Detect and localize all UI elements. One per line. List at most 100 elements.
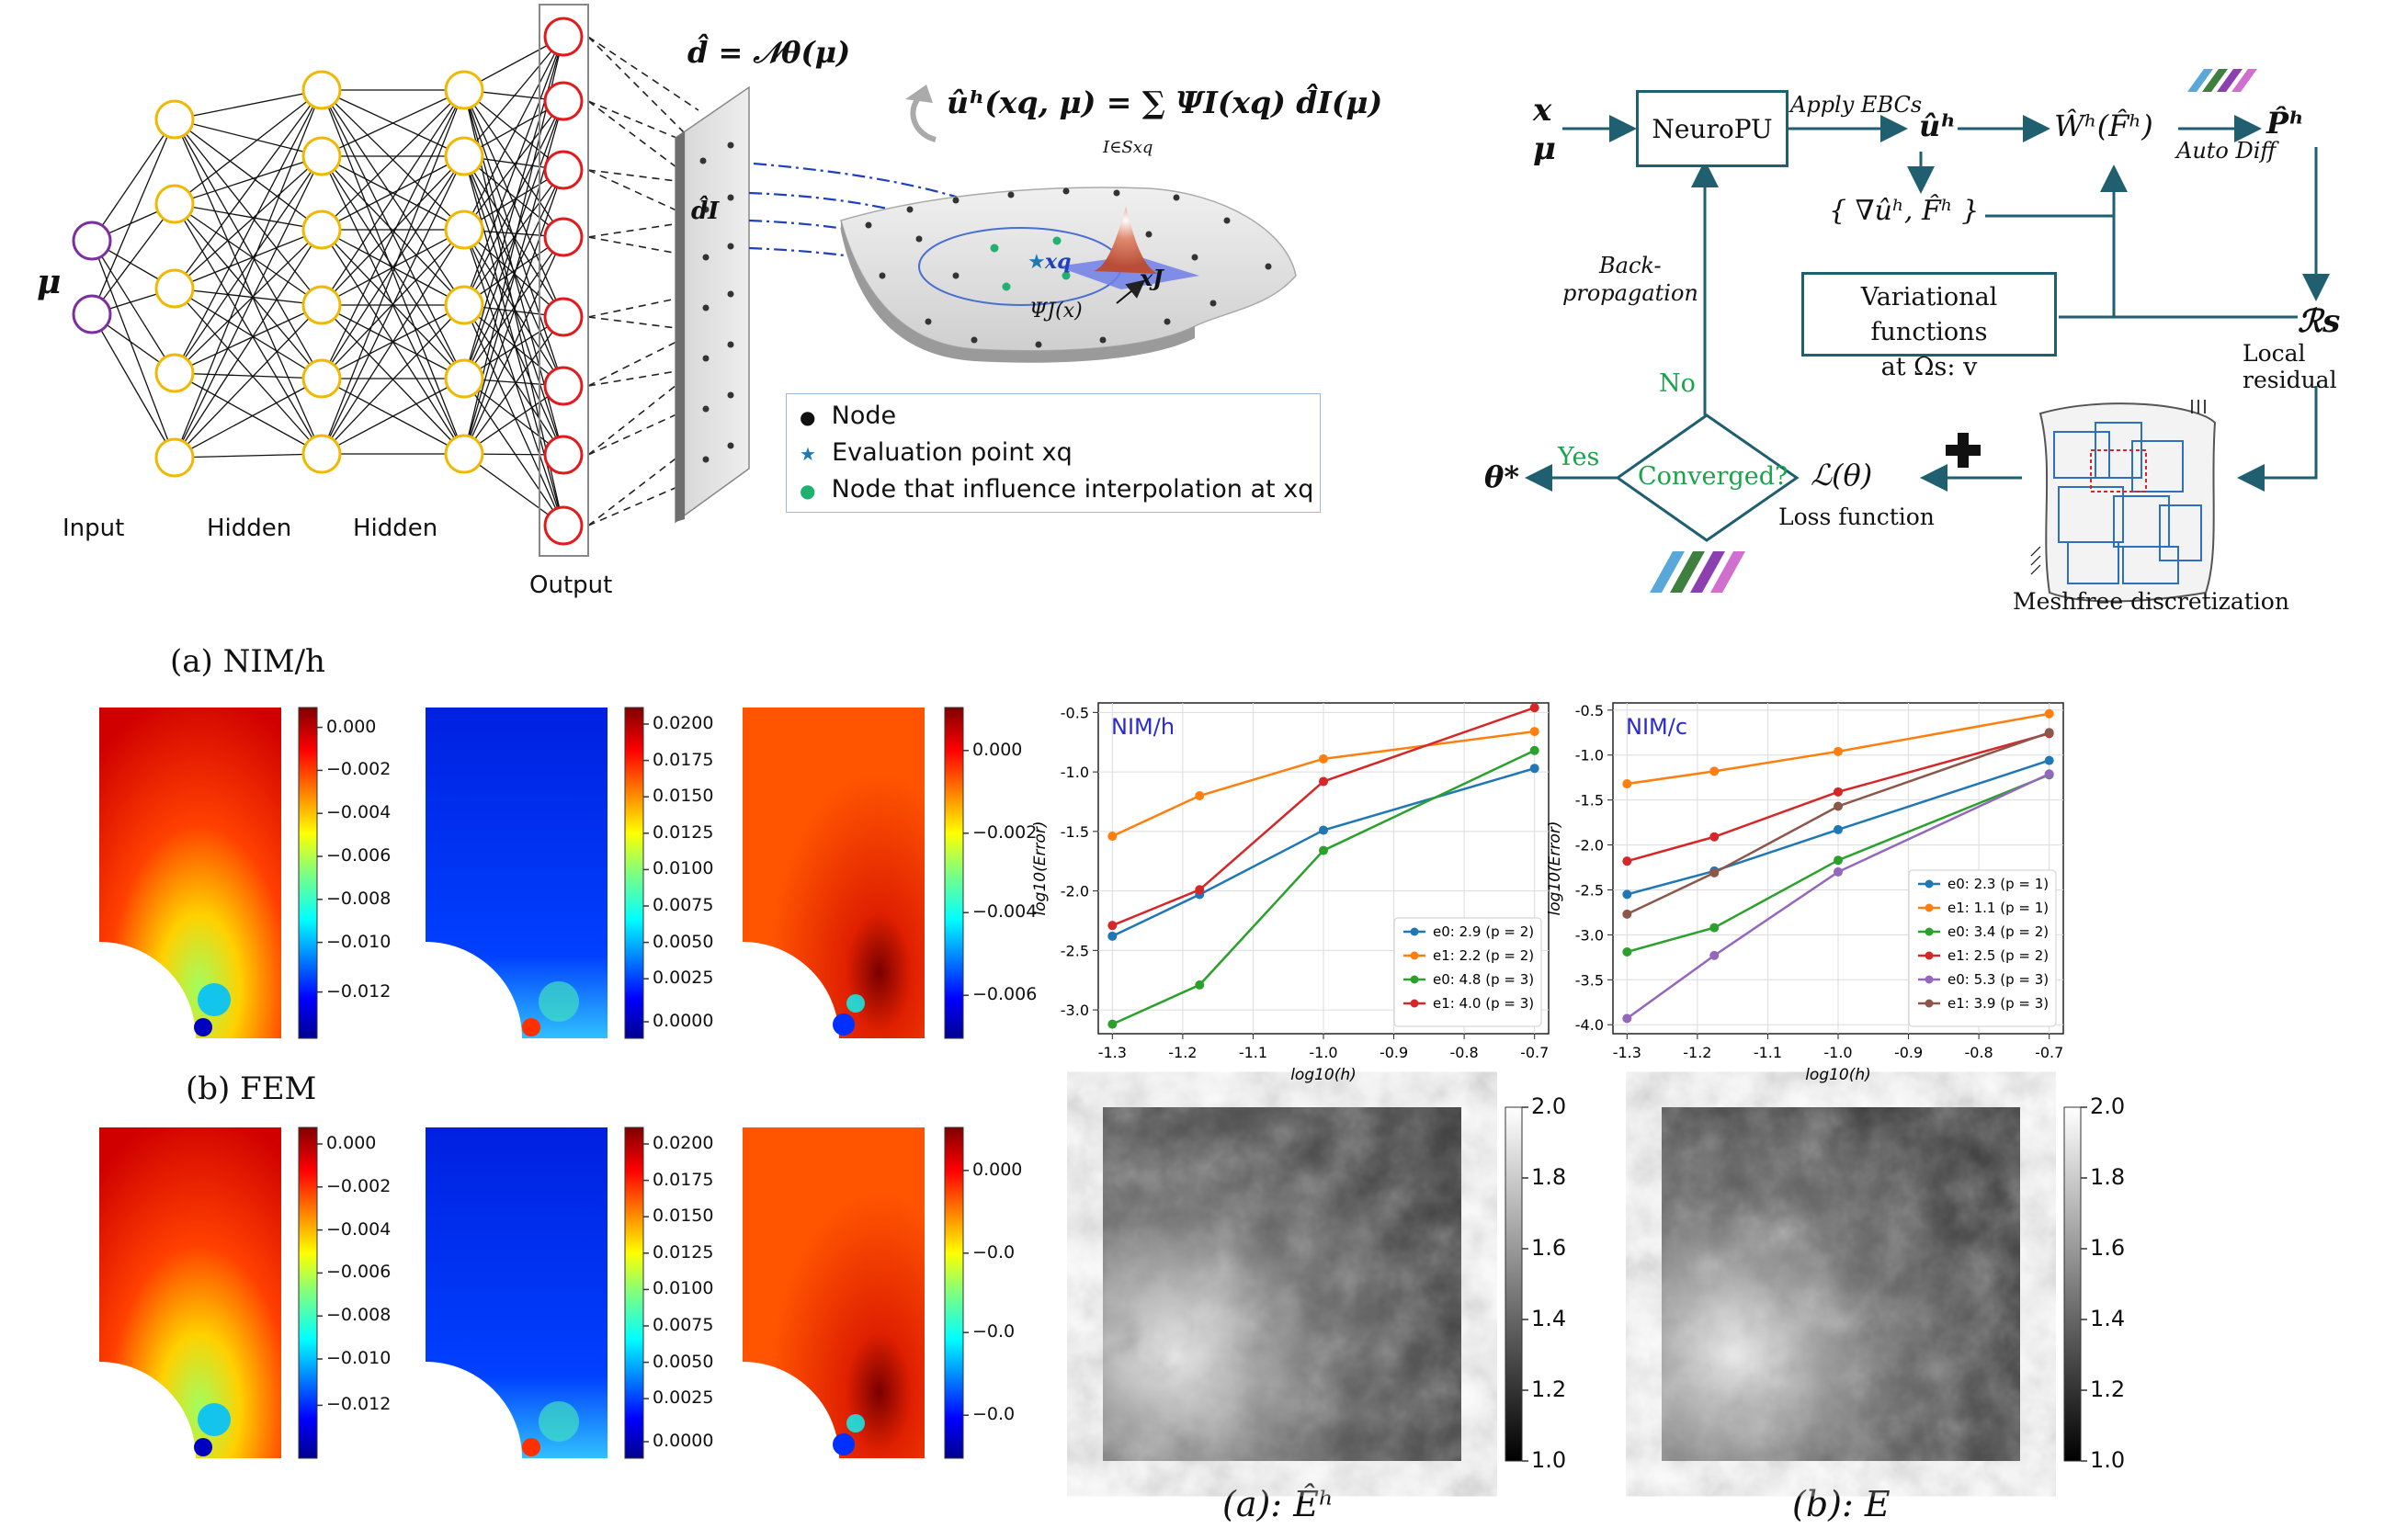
series-line xyxy=(1626,731,2050,916)
hidden-neuron xyxy=(444,209,484,250)
svg-text:★: ★ xyxy=(1028,251,1046,274)
colorbar-tick-label: 0.0050 xyxy=(653,1351,714,1372)
data-point xyxy=(1529,745,1539,755)
y-tick-label: -0.5 xyxy=(1061,704,1089,721)
colorbar-tick-label: −0.012 xyxy=(326,980,392,1002)
legend-entry: e0: 2.3 (p = 1) xyxy=(1947,876,2049,892)
data-point xyxy=(1834,855,1843,866)
layer-label-input: Input xyxy=(62,515,125,542)
chart-legend xyxy=(1908,869,2057,1027)
variational-line-1: Variational functions xyxy=(1860,283,1998,346)
data-point xyxy=(1529,703,1539,713)
series-line xyxy=(1626,773,2050,1020)
y-tick-label: -2.5 xyxy=(1575,881,1604,899)
data-point xyxy=(1622,909,1632,919)
data-point xyxy=(1834,866,1843,877)
data-point xyxy=(1709,766,1720,776)
hidden-neuron xyxy=(444,358,484,399)
output-neuron xyxy=(543,435,584,475)
y-tick-label: -2.0 xyxy=(1575,837,1604,855)
yes-label: Yes xyxy=(1558,443,1600,471)
output-neuron xyxy=(543,366,584,406)
data-point xyxy=(1622,856,1632,866)
legend-entry: e1: 4.0 (p = 3) xyxy=(1433,995,1534,1012)
colorbar-tick-label: −0.010 xyxy=(326,1348,392,1368)
colorbar-tick-label: 0.0150 xyxy=(653,786,714,807)
colorbar-tick-label: 0.0025 xyxy=(653,1387,714,1409)
E-hat-map xyxy=(1103,1107,1461,1461)
jax-logo-bottom xyxy=(1650,551,1745,593)
colorbar-tick-label: 0.0075 xyxy=(653,1315,714,1335)
chart-title: NIM/c xyxy=(1626,714,1687,740)
no-label: No xyxy=(1659,369,1696,398)
xJ-node-label: xJ xyxy=(1140,265,1164,291)
colorbar-tick-label: 0.0050 xyxy=(653,931,714,952)
data-point xyxy=(1709,923,1720,933)
d-equation: d̂ = 𝒩θ(μ) xyxy=(687,35,851,70)
gray-colorbar-tick-label: 1.8 xyxy=(1531,1164,1567,1190)
input-mu-label: μ xyxy=(37,263,62,301)
x-tick-label: -1.0 xyxy=(1823,1044,1852,1061)
data-point xyxy=(1319,825,1328,835)
y-tick-label: -1.5 xyxy=(1575,792,1604,810)
y-tick-label: -1.0 xyxy=(1061,764,1089,781)
colorbar-tick-label: 0.0150 xyxy=(653,1206,714,1227)
colorbar-tick-label: 0.000 xyxy=(972,1159,1023,1180)
colorbar-tick-label: 0.0175 xyxy=(653,749,714,770)
field-panel xyxy=(743,708,925,1038)
xq-point-label: xq xyxy=(1045,250,1072,274)
x-tick-label: -0.7 xyxy=(2035,1044,2063,1061)
hidden-neuron xyxy=(301,70,342,110)
colorbar-tick-label: 0.0200 xyxy=(653,1133,714,1153)
colorbar-tick-label: 0.0125 xyxy=(653,1241,714,1263)
output-neuron xyxy=(543,505,584,546)
converged-label: Converged? xyxy=(1638,462,1788,491)
y-tick-label: -2.0 xyxy=(1061,883,1089,900)
field-panel xyxy=(99,708,281,1038)
data-point xyxy=(1107,921,1118,931)
gradient-set-label: { ∇ûʰ, F̂ʰ } xyxy=(1829,195,1980,227)
hidden-neuron xyxy=(444,434,484,474)
colorbar-tick-label: −0.006 xyxy=(326,845,392,866)
colorbar-tick-label: 0.0200 xyxy=(653,713,714,733)
flow-x-input: x xyxy=(1533,92,1552,129)
u-h-label: ûʰ xyxy=(1919,108,1956,143)
data-point xyxy=(1709,867,1720,878)
hidden-neuron xyxy=(301,285,342,325)
x-tick-label: -1.0 xyxy=(1309,1044,1337,1061)
data-point xyxy=(1319,776,1328,787)
Rs-label: ℛs xyxy=(2298,303,2341,340)
output-neuron xyxy=(543,17,584,57)
gray-colorbar-tick-label: 2.0 xyxy=(2090,1093,2126,1119)
output-layer-box xyxy=(539,4,589,557)
data-point xyxy=(1709,950,1720,960)
neuropu-label: NeuroPU xyxy=(1652,113,1773,144)
field-panel xyxy=(743,1127,925,1458)
hidden-neuron xyxy=(154,184,195,224)
data-point xyxy=(1622,889,1632,900)
colorbar-tick-label: −0.002 xyxy=(972,821,1038,843)
x-tick-label: -1.2 xyxy=(1168,1044,1197,1061)
x-tick-label: -0.9 xyxy=(1894,1044,1923,1061)
data-point xyxy=(1319,753,1328,764)
x-tick-label: -0.9 xyxy=(1380,1044,1408,1061)
data-point xyxy=(1107,1019,1118,1029)
y-axis-label: log10(Error) xyxy=(1031,821,1050,916)
x-tick-label: -0.7 xyxy=(1520,1044,1549,1061)
psi-J-label: ΨJ(x) xyxy=(1029,300,1083,323)
hidden-neuron xyxy=(154,353,195,393)
colorbar xyxy=(944,1127,964,1459)
y-tick-label: -1.5 xyxy=(1061,823,1089,841)
data-point xyxy=(2044,708,2054,719)
meshfree-discretization-icon xyxy=(2030,400,2217,603)
x-tick-label: -1.3 xyxy=(1613,1044,1641,1061)
layer-label-output: Output xyxy=(529,572,613,599)
neuropu-box: NeuroPU xyxy=(1636,90,1788,167)
x-tick-label: -1.2 xyxy=(1683,1044,1711,1061)
x-axis-label: log10(h) xyxy=(1805,1066,1871,1084)
data-point xyxy=(1834,824,1843,834)
colorbar-tick-label: −0.012 xyxy=(326,1394,392,1415)
input-neuron xyxy=(72,221,112,261)
